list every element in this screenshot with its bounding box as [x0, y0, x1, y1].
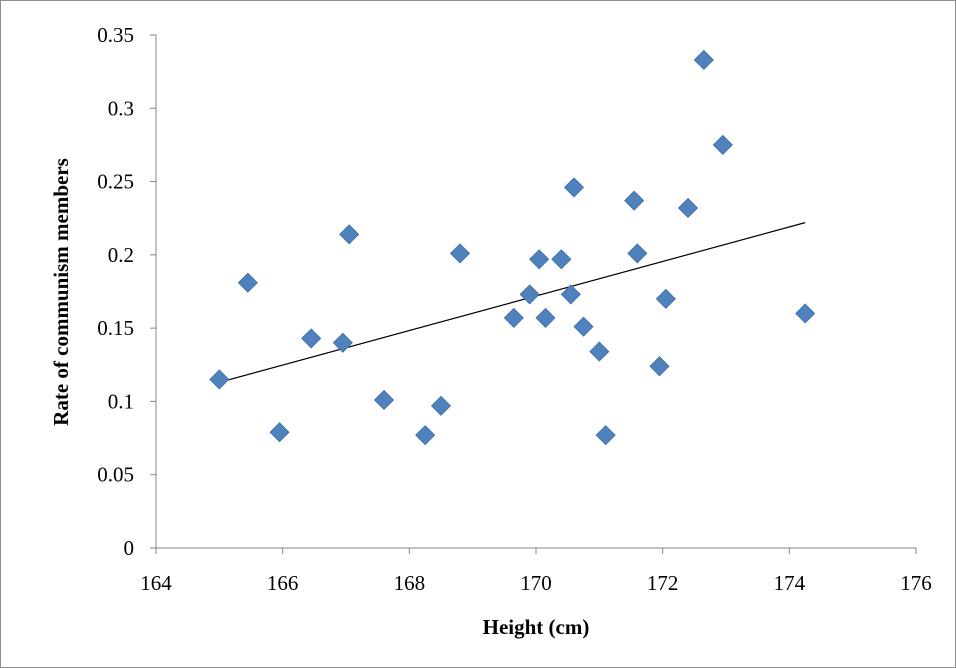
data-point: [503, 307, 524, 328]
x-tick-labels: 164 166 168 170 172 174 176: [140, 571, 932, 595]
data-point: [535, 307, 556, 328]
data-point: [655, 288, 676, 309]
data-point: [430, 395, 452, 416]
data-point: [449, 243, 471, 264]
data-point: [589, 341, 610, 362]
data-points: [209, 49, 816, 446]
trendline: [219, 222, 806, 383]
y-tick-label: 0.35: [97, 23, 134, 47]
data-point: [573, 316, 594, 337]
y-tick-label: 0: [124, 536, 135, 560]
data-point: [332, 332, 353, 353]
data-point: [301, 328, 322, 349]
y-tick-label: 0.3: [108, 96, 134, 120]
y-tick-label: 0.2: [108, 243, 134, 267]
y-tick-label: 0.05: [97, 463, 134, 487]
data-point: [529, 249, 550, 270]
x-tick-label: 168: [394, 571, 426, 595]
data-point: [693, 49, 714, 70]
data-point: [712, 134, 733, 155]
data-point: [624, 190, 645, 211]
data-point: [269, 422, 290, 443]
data-point: [560, 284, 581, 305]
x-tick-label: 174: [774, 571, 806, 595]
y-tick-label: 0.15: [97, 316, 134, 340]
data-point: [595, 425, 616, 446]
data-point: [563, 177, 585, 198]
y-tick-label: 0.1: [108, 389, 134, 413]
data-point: [237, 272, 258, 293]
data-point: [627, 243, 648, 264]
data-point: [677, 197, 699, 219]
data-point: [339, 224, 360, 245]
data-point: [519, 284, 540, 305]
data-point: [649, 356, 670, 377]
x-tick-label: 176: [900, 571, 932, 595]
y-tick-label: 0.25: [97, 170, 134, 194]
y-axis-title: Rate of communism members: [49, 158, 73, 426]
y-tick-labels: 0 0.05 0.1 0.15 0.2 0.25 0.3 0.35: [97, 23, 134, 560]
x-tick-label: 172: [647, 571, 679, 595]
x-axis-title: Height (cm): [483, 615, 590, 639]
data-point: [551, 249, 572, 270]
plot-area: [150, 34, 917, 554]
data-point: [209, 369, 230, 390]
x-tick-label: 166: [267, 571, 299, 595]
x-tick-label: 164: [140, 571, 172, 595]
data-point: [415, 425, 436, 446]
data-point: [373, 389, 395, 411]
x-tick-label: 170: [520, 571, 552, 595]
data-point: [795, 303, 816, 324]
